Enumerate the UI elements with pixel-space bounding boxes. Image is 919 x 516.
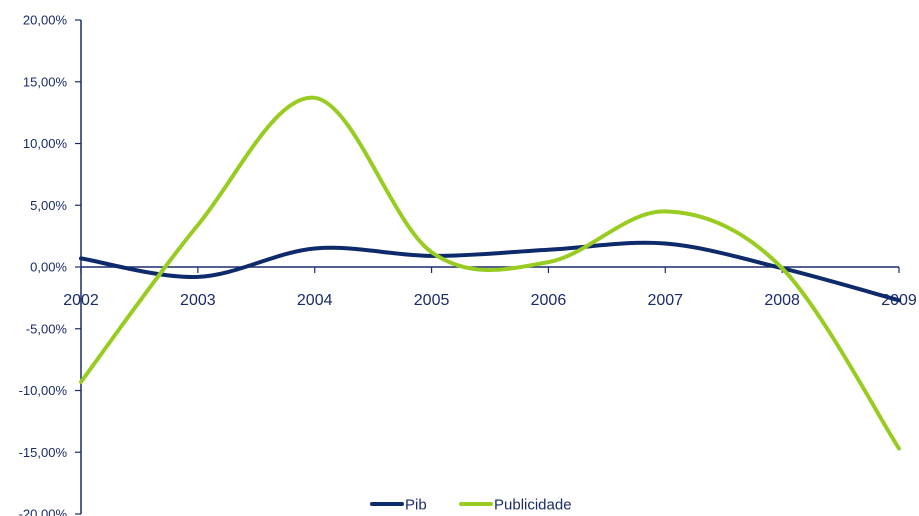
x-tick-label: 2002: [63, 292, 99, 309]
x-tick-label: 2006: [531, 292, 567, 309]
y-tick-label: 20,00%: [23, 13, 68, 28]
x-tick-label: 2007: [647, 292, 683, 309]
series-lines: [79, 95, 901, 451]
y-tick-label: -10,00%: [19, 383, 68, 398]
x-tick-label: 2005: [414, 292, 450, 309]
x-tick-label: 2004: [297, 292, 333, 309]
y-tick-label: -5,00%: [26, 321, 68, 336]
y-axis: 20,00% 15,00% 10,00% 5,00% 0,00% -5,00% -10,00…: [19, 13, 82, 516]
series-line-publicidade: [79, 95, 901, 451]
legend: Pib Publicidade: [370, 497, 572, 514]
legend-label-pib: Pib: [405, 497, 427, 514]
series-line-pib: [79, 240, 901, 303]
y-tick-label: -20,00%: [19, 507, 68, 516]
x-axis: 2002 2003 2004 2005 2006 2007 2008 2009: [63, 266, 917, 309]
legend-label-publicidade: Publicidade: [494, 497, 572, 514]
y-tick-label: 5,00%: [30, 198, 67, 213]
y-tick-label: 15,00%: [23, 74, 68, 89]
y-tick-label: 0,00%: [30, 260, 67, 275]
x-tick-label: 2003: [180, 292, 216, 309]
x-tick-label: 2008: [764, 292, 800, 309]
y-tick-label: -15,00%: [19, 445, 68, 460]
y-tick-label: 10,00%: [23, 136, 68, 151]
